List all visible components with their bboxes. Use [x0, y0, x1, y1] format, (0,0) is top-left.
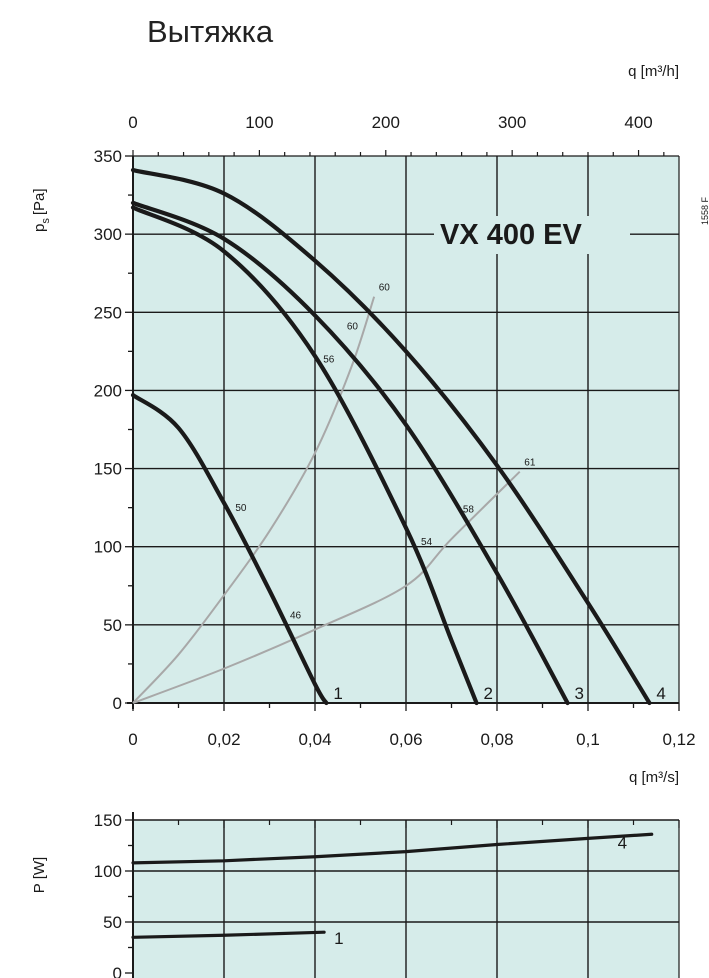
side-code: 1558 F	[700, 196, 709, 225]
y-tick-label: 150	[94, 811, 122, 830]
x-tick-label: 0,02	[207, 730, 240, 749]
series-label-4: 4	[656, 684, 665, 703]
x2-axis-label: q [m³/h]	[628, 63, 679, 80]
series-label-1: 1	[333, 684, 342, 703]
y-tick-label: 100	[94, 538, 122, 557]
y-tick-label: 50	[103, 616, 122, 635]
sound-level-label: 56	[323, 354, 335, 365]
power-series-label-1: 1	[334, 929, 343, 948]
top-tick-label: 0	[128, 113, 137, 132]
series-line-2	[130, 205, 479, 706]
y-tick-label: 150	[94, 460, 122, 479]
series-line-4	[130, 167, 652, 706]
x-tick-label: 0,1	[576, 730, 600, 749]
top-tick-label: 400	[624, 113, 652, 132]
y-tick-label: 250	[94, 303, 122, 322]
top-tick-label: 100	[245, 113, 273, 132]
series-label-3: 3	[575, 684, 584, 703]
power-series-line-4	[131, 832, 654, 865]
sound-level-label: 58	[463, 504, 475, 515]
system-curve	[132, 470, 521, 704]
power-y-axis-label: P [W]	[31, 857, 48, 893]
x-tick-label: 0,12	[662, 730, 695, 749]
y-tick-label: 50	[103, 913, 122, 932]
y-tick-label: 200	[94, 381, 122, 400]
model-label: VX 400 EV	[440, 219, 583, 251]
x-tick-label: 0,06	[389, 730, 422, 749]
sound-level-label: 50	[235, 503, 247, 514]
x-tick-label: 0,04	[298, 730, 331, 749]
y-tick-label: 300	[94, 225, 122, 244]
power-series-label-4: 4	[618, 834, 627, 853]
sound-level-label: 61	[524, 457, 536, 468]
x-tick-label: 0	[128, 730, 137, 749]
power-chart: 0 50 100 150 P [W] 1 4	[31, 811, 680, 978]
series-line-3	[130, 200, 570, 706]
sound-level-label: 60	[347, 321, 359, 332]
model-label-bg	[434, 216, 630, 254]
sound-level-label: 46	[290, 611, 302, 622]
y-tick-label: 0	[113, 694, 122, 713]
page-title: Вытяжка	[147, 14, 274, 49]
y-axis-label: ps[Pa]	[31, 188, 52, 232]
x-tick-label: 0,08	[480, 730, 513, 749]
top-tick-label: 300	[498, 113, 526, 132]
system-curve	[132, 296, 376, 704]
top-tick-label: 200	[372, 113, 400, 132]
y-tick-label: 100	[94, 862, 122, 881]
series-line-1	[130, 393, 329, 706]
series-label-2: 2	[484, 684, 493, 703]
y-tick-label: 0	[113, 964, 122, 978]
sound-level-label: 60	[379, 282, 391, 293]
sound-level-label: 54	[421, 537, 433, 548]
y-tick-label: 350	[94, 147, 122, 166]
x-axis-label: q [m³/s]	[629, 769, 679, 786]
power-series-line-1	[131, 930, 326, 939]
